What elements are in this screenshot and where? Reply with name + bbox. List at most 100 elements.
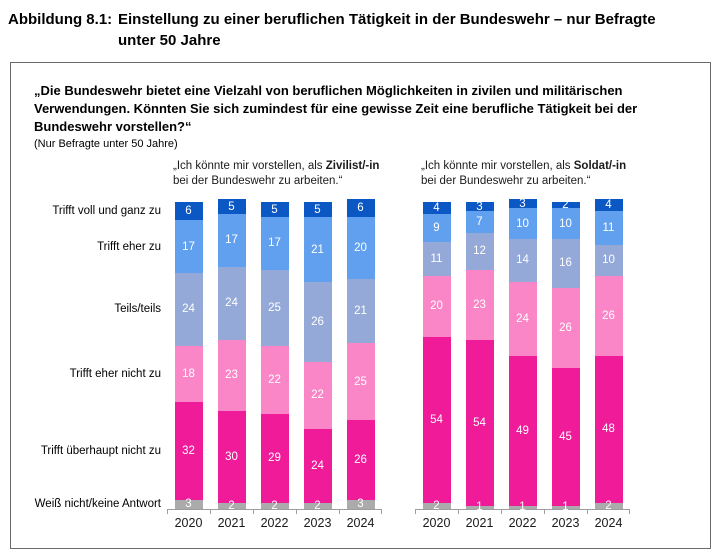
segment-row-3: 18 — [174, 346, 203, 402]
panel-header-bold: Zivilist/-in — [325, 160, 380, 172]
x-axis-years-soldat: 2020 2021 2022 2023 2024 — [415, 516, 630, 530]
year-label: 2021 — [465, 516, 494, 530]
segment-row-0: 6 — [174, 202, 203, 221]
axis-tick — [296, 510, 297, 514]
axis-tick — [381, 510, 382, 514]
bar-stack: 3 7 12 23 54 1 — [465, 201, 494, 513]
category-row-labels: Trifft voll und ganz zu Trifft eher zu Tei… — [11, 198, 163, 511]
segment-row-1: 10 — [551, 208, 580, 239]
chart-panel-zivilist: 6 17 24 18 32 3 5 17 24 23 30 2 5 17 25 22 29 2 5 21 26 22 24 2… — [167, 198, 382, 514]
segment-row-2: 25 — [260, 269, 289, 347]
segment-row-2: 24 — [174, 272, 203, 347]
segment-row-0: 5 — [260, 202, 289, 218]
segment-row-3: 23 — [465, 269, 494, 341]
axis-tick — [501, 510, 502, 514]
segment-row-4: 30 — [217, 410, 246, 503]
segment-row-2: 21 — [346, 278, 375, 344]
panel-header-zivilist: „Ich könnte mir vorstellen, als Zivilist… — [173, 159, 418, 189]
bar-stack: 2 10 16 26 45 1 — [551, 199, 580, 513]
bar-stack: 4 11 10 26 48 2 — [594, 198, 623, 512]
segment-row-1: 21 — [303, 217, 332, 282]
segment-row-3: 20 — [422, 275, 451, 338]
segment-row-2: 11 — [422, 241, 451, 276]
segment-row-3: 22 — [303, 361, 332, 430]
segment-row-3: 23 — [217, 340, 246, 411]
segment-row-1: 10 — [508, 208, 537, 239]
segment-row-5: 2 — [217, 500, 246, 512]
panel-header-bold: Soldat/-in — [573, 160, 627, 172]
bar-stack: 5 21 26 22 24 2 — [303, 202, 332, 512]
bar-zivilist-2021: 5 17 24 23 30 2 — [210, 198, 253, 512]
segment-row-1: 17 — [217, 214, 246, 267]
bar-zivilist-2022: 5 17 25 22 29 2 — [253, 202, 296, 512]
segment-row-3: 26 — [551, 287, 580, 368]
segment-row-1: 17 — [260, 217, 289, 270]
segment-row-2: 16 — [551, 238, 580, 288]
bar-zivilist-2023: 5 21 26 22 24 2 — [296, 202, 339, 512]
segment-row-0: 4 — [594, 198, 623, 212]
segment-row-2: 10 — [594, 245, 623, 276]
axis-tick — [339, 510, 340, 514]
bar-stack: 6 20 21 25 26 3 — [346, 198, 375, 510]
figure-number: Abbildung 8.1: — [8, 11, 113, 28]
segment-row-0: 5 — [303, 202, 332, 218]
row-label-5: Weiß nicht/keine Antwort — [34, 498, 161, 511]
axis-tick — [167, 510, 168, 514]
bar-soldat-2020: 4 9 11 20 54 2 — [415, 202, 458, 512]
survey-question: „Die Bundeswehr bietet eine Vielzahl von… — [34, 82, 696, 152]
segment-row-1: 11 — [594, 211, 623, 246]
axis-tick — [210, 510, 211, 514]
segment-row-1: 17 — [174, 220, 203, 273]
bar-stack: 6 17 24 18 32 3 — [174, 202, 203, 510]
segment-row-4: 29 — [260, 413, 289, 503]
figure-title: Einstellung zu einer beruflichen Tätigke… — [118, 11, 656, 49]
bar-soldat-2023: 2 10 16 26 45 1 — [544, 199, 587, 513]
segment-row-2: 26 — [303, 281, 332, 362]
bar-zivilist-2020: 6 17 24 18 32 3 — [167, 202, 210, 510]
axis-tick — [415, 510, 416, 514]
segment-row-1: 7 — [465, 211, 494, 233]
year-label: 2023 — [551, 516, 580, 530]
segment-row-4: 54 — [422, 337, 451, 503]
segment-row-1: 20 — [346, 217, 375, 279]
chart-panel-soldat: 4 9 11 20 54 2 3 7 12 23 54 1 3 10 14 24 49 1 2 10 16 26 45 1 4 1… — [415, 198, 630, 514]
bar-stack: 5 17 24 23 30 2 — [217, 198, 246, 512]
year-label: 2022 — [508, 516, 537, 530]
segment-row-5: 1 — [508, 501, 537, 513]
row-label-4: Trifft überhaupt nicht zu — [40, 444, 161, 457]
segment-row-0: 6 — [346, 198, 375, 218]
segment-row-4: 32 — [174, 401, 203, 500]
segment-row-3: 26 — [594, 275, 623, 356]
x-axis-years-zivilist: 2020 2021 2022 2023 2024 — [167, 516, 382, 530]
survey-question-text: „Die Bundeswehr bietet eine Vielzahl von… — [34, 83, 638, 134]
year-label: 2023 — [303, 516, 332, 530]
axis-tick — [587, 510, 588, 514]
segment-row-4: 49 — [508, 355, 537, 506]
figure-box: „Die Bundeswehr bietet eine Vielzahl von… — [10, 62, 711, 549]
row-label-1: Trifft eher zu — [97, 240, 161, 253]
segment-row-5: 2 — [422, 500, 451, 512]
panel-header-prefix: „Ich könnte mir vorstellen, als — [421, 160, 574, 172]
axis-tick — [253, 510, 254, 514]
year-label: 2024 — [346, 516, 375, 530]
bar-stack: 5 17 25 22 29 2 — [260, 202, 289, 512]
year-label: 2020 — [174, 516, 203, 530]
segment-row-5: 3 — [346, 498, 375, 510]
row-label-2: Teils/teils — [114, 303, 161, 316]
axis-tick — [544, 510, 545, 514]
panel-header-soldat: „Ich könnte mir vorstellen, als Soldat/-… — [421, 159, 666, 189]
segment-row-5: 3 — [174, 498, 203, 510]
survey-question-note: (Nur Befragte unter 50 Jahre) — [34, 138, 178, 150]
bar-stack: 3 10 14 24 49 1 — [508, 198, 537, 513]
year-label: 2022 — [260, 516, 289, 530]
year-label: 2024 — [594, 516, 623, 530]
segment-row-0: 3 — [465, 201, 494, 213]
row-label-0: Trifft voll und ganz zu — [52, 205, 161, 218]
segment-row-4: 45 — [551, 367, 580, 506]
segment-row-5: 2 — [260, 500, 289, 512]
segment-row-5: 1 — [551, 501, 580, 513]
panel-header-line2: bei der Bundeswehr zu arbeiten.“ — [173, 175, 343, 187]
segment-row-0: 3 — [508, 198, 537, 210]
segment-row-5: 2 — [594, 500, 623, 512]
